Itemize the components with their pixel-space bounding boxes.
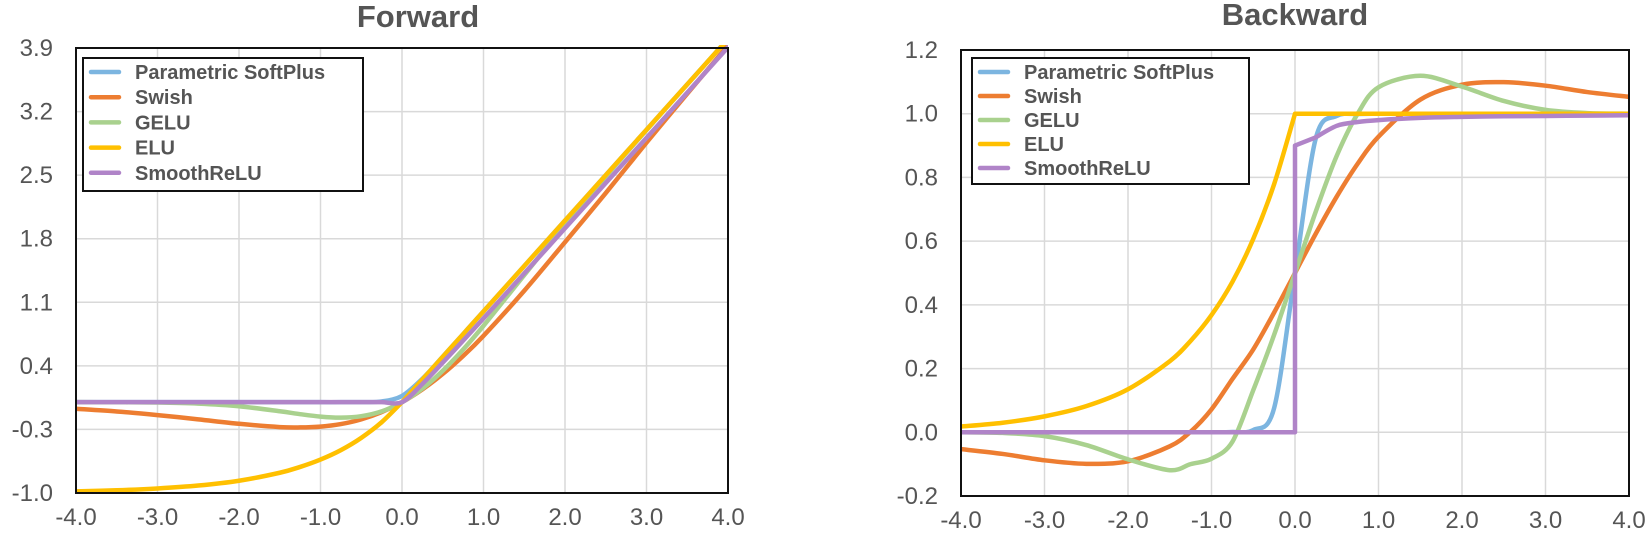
legend-box [971, 57, 1250, 185]
backward-series [961, 73, 1629, 473]
y-tick-label: 1.8 [20, 226, 53, 253]
x-tick-label: 4.0 [1612, 507, 1645, 534]
legend-item: GELU [88, 112, 191, 134]
y-tick-label: 0.4 [905, 292, 938, 319]
y-tick-label: 0.0 [905, 419, 938, 446]
x-tick-label: 1.0 [467, 504, 500, 531]
series-line-swish [961, 79, 1629, 467]
y-tick-label: 1.1 [20, 289, 53, 316]
forward-series [76, 45, 728, 493]
x-tick-label: -4.0 [55, 504, 96, 531]
legend-label: GELU [1024, 110, 1080, 132]
legend-box [82, 57, 364, 192]
x-tick-label: -4.0 [940, 507, 981, 534]
x-tick-label: 1.0 [1362, 507, 1395, 534]
legend-item: Swish [977, 86, 1082, 108]
forward-chart: Forward -4.0 -3.0 -2.0 -1.0 0.0 1.0 2.0 3.0 4.0-… [12, 0, 745, 531]
legend-item: GELU [977, 110, 1080, 132]
forward-tick-labels: -4.0 -3.0 -2.0 -1.0 0.0 1.0 2.0 3.0 4.0 -1.0 -0.3 0… [12, 35, 745, 531]
legend-label: ELU [1024, 134, 1064, 156]
legend-label: Swish [1024, 86, 1082, 108]
x-tick-label: 4.0 [711, 504, 744, 531]
forward-legend: Parametric SoftPlus Swish GELU ELU SmoothReL… [82, 57, 364, 192]
y-tick-label: -0.2 [897, 483, 938, 510]
x-tick-label: -3.0 [1024, 507, 1065, 534]
x-tick-label: 0.0 [1278, 507, 1311, 534]
series-line-smoothrelu [76, 45, 728, 406]
forward-plot-frame [75, 47, 729, 494]
legend-item: SmoothReLU [977, 158, 1151, 180]
y-tick-label: 3.9 [20, 35, 53, 62]
y-tick-label: 2.5 [20, 162, 53, 189]
x-tick-label: -1.0 [300, 504, 341, 531]
legend-label: SmoothReLU [135, 163, 262, 185]
legend-item: Parametric SoftPlus [977, 62, 1214, 84]
y-tick-label: -1.0 [12, 480, 53, 507]
y-tick-label: 1.2 [905, 37, 938, 64]
legend-item: ELU [977, 134, 1064, 156]
legend-item: SmoothReLU [88, 163, 262, 185]
backward-legend: Parametric SoftPlusSwishGELUELUSmoothReL… [971, 57, 1250, 185]
y-tick-label: -0.3 [12, 416, 53, 443]
backward-tick-labels: -4.0 -3.0 -2.0 -1.0 0.0 1.0 2.0 3.0 4.0 -0.2 0.0 0.… [897, 37, 1646, 534]
x-tick-label: -2.0 [218, 504, 259, 531]
legend-label: ELU [135, 138, 175, 160]
x-tick-label: -2.0 [1107, 507, 1148, 534]
series-line-gelu [961, 73, 1629, 473]
x-tick-label: 2.0 [1445, 507, 1478, 534]
backward-chart-title: Backward [1222, 0, 1368, 32]
legend-label: SmoothReLU [1024, 158, 1151, 180]
x-tick-label: 0.0 [385, 504, 418, 531]
y-tick-label: 3.2 [20, 99, 53, 126]
legend-label: Parametric SoftPlus [1024, 62, 1214, 84]
y-tick-label: 1.0 [905, 101, 938, 128]
legend-item: ELU [88, 138, 175, 160]
legend-label: GELU [135, 112, 191, 134]
series-line-elu [76, 45, 726, 493]
x-tick-label: -3.0 [137, 504, 178, 531]
y-tick-label: 0.6 [905, 228, 938, 255]
legend-item: Parametric SoftPlus [88, 62, 325, 84]
x-tick-label: 3.0 [630, 504, 663, 531]
y-tick-label: 0.2 [905, 356, 938, 383]
x-tick-label: -1.0 [1191, 507, 1232, 534]
legend-label: Parametric SoftPlus [135, 62, 325, 84]
x-tick-label: 2.0 [548, 504, 581, 531]
y-tick-label: 0.8 [905, 164, 938, 191]
series-line-smoothrelu [961, 113, 1629, 435]
y-tick-label: 0.4 [20, 353, 53, 380]
backward-plot-frame [960, 49, 1630, 497]
forward-chart-title: Forward [357, 0, 479, 34]
x-tick-label: 3.0 [1529, 507, 1562, 534]
backward-chart: Backward -4.0 -3.0 -2.0 -1.0 0.0 1.0 2.0 3.0 4.0… [897, 0, 1646, 534]
series-line-elu [961, 111, 1629, 429]
legend-item: Swish [88, 87, 193, 109]
legend-label: Swish [135, 87, 193, 109]
